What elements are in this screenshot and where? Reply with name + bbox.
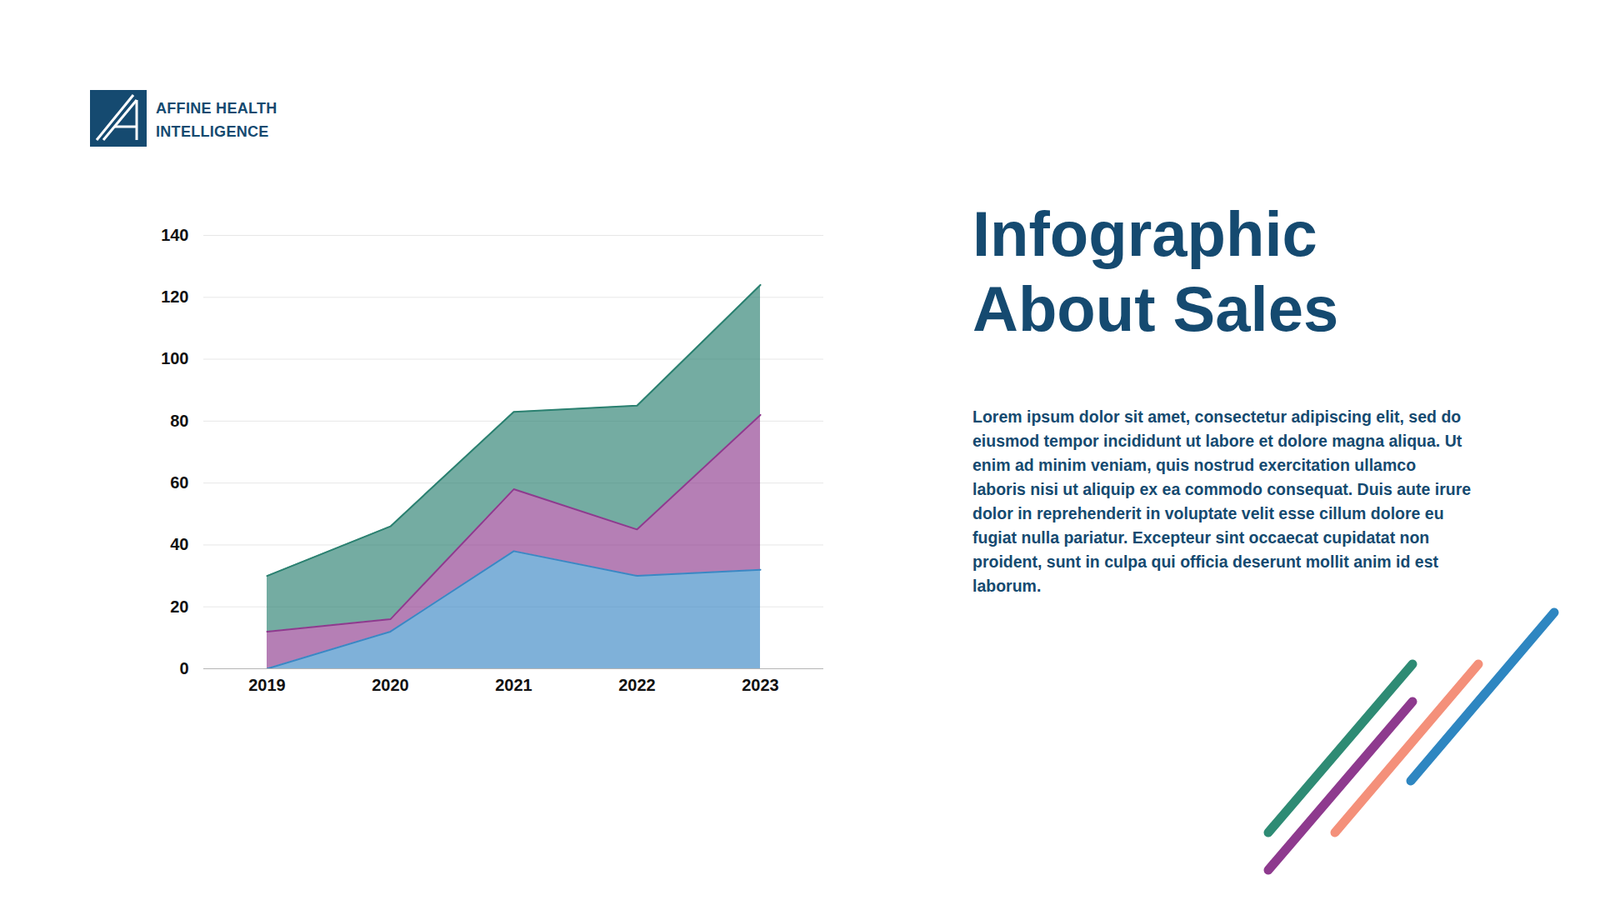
svg-text:2021: 2021 bbox=[495, 675, 533, 695]
svg-text:40: 40 bbox=[170, 535, 189, 554]
svg-text:80: 80 bbox=[170, 411, 189, 430]
svg-text:140: 140 bbox=[160, 225, 189, 245]
html-text:Lorem ipsum dolor sit amet, co: Lorem ipsum dolor sit amet, consectetur … bbox=[972, 407, 1471, 595]
svg-text:2020: 2020 bbox=[371, 675, 410, 695]
svg-text:60: 60 bbox=[170, 473, 189, 492]
svg-text:2019: 2019 bbox=[248, 675, 286, 695]
svg-text:2023: 2023 bbox=[741, 675, 780, 695]
svg-text:20: 20 bbox=[170, 597, 189, 616]
html-text:Infographic About Sales: Infographic About Sales bbox=[972, 198, 1339, 345]
svg-text:2022: 2022 bbox=[618, 675, 656, 695]
html-text:AFFINE HEALTH: AFFINE HEALTH bbox=[155, 100, 278, 117]
svg-text:120: 120 bbox=[160, 287, 189, 306]
svg-text:0: 0 bbox=[179, 659, 189, 678]
svg-text:100: 100 bbox=[160, 349, 189, 368]
html-text:INTELLIGENCE: INTELLIGENCE bbox=[155, 123, 269, 140]
